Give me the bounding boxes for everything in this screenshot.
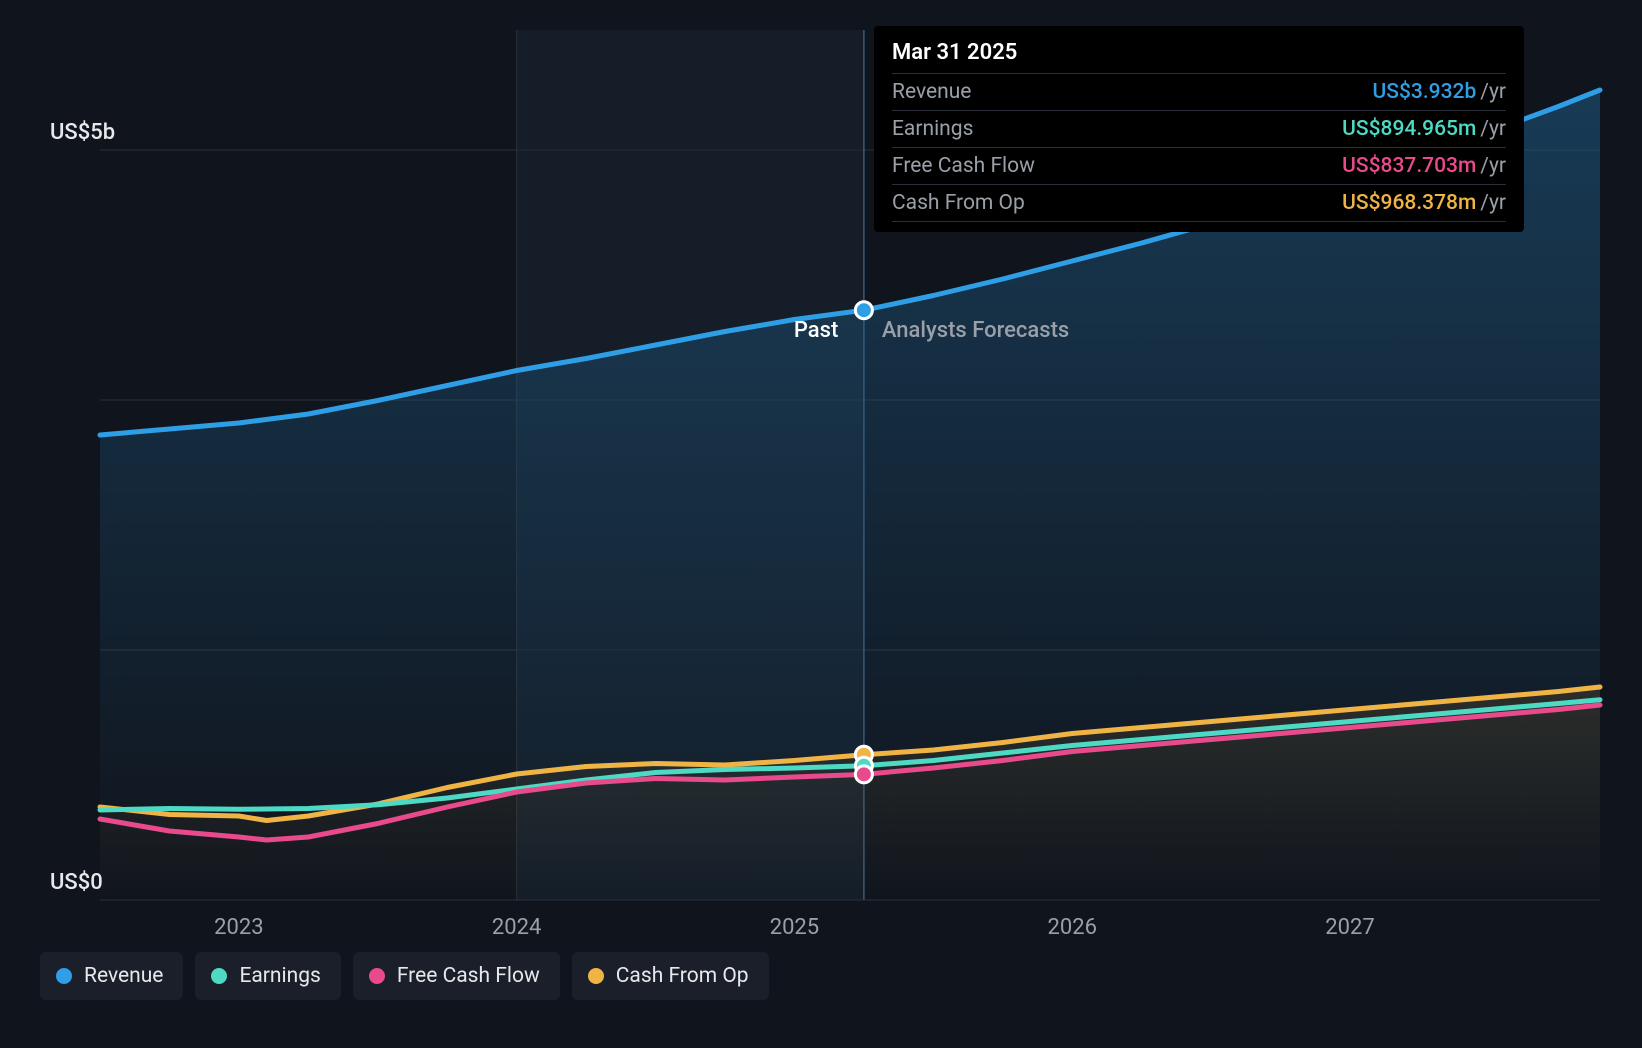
- tooltip-row-name: Cash From Op: [892, 191, 1025, 215]
- tooltip-row: Free Cash Flow US$837.703m/yr: [892, 147, 1506, 184]
- legend-label: Earnings: [239, 964, 320, 988]
- tooltip-row-value-wrap: US$3.932b/yr: [1373, 80, 1507, 104]
- marker-revenue: [855, 302, 872, 319]
- tooltip-row-value: US$894.965m: [1342, 117, 1476, 141]
- marker-free_cash_flow: [855, 766, 872, 783]
- x-tick-label: 2025: [770, 915, 819, 940]
- tooltip-row-unit: /yr: [1480, 191, 1506, 215]
- legend-item-free_cash_flow[interactable]: Free Cash Flow: [353, 952, 560, 1000]
- tooltip-row-value: US$3.932b: [1373, 80, 1477, 104]
- section-label-past: Past: [794, 318, 838, 343]
- tooltip-row: Earnings US$894.965m/yr: [892, 110, 1506, 147]
- legend-dot-icon: [369, 968, 385, 984]
- tooltip-row-value-wrap: US$837.703m/yr: [1342, 154, 1506, 178]
- legend-item-earnings[interactable]: Earnings: [195, 952, 340, 1000]
- tooltip-row-name: Earnings: [892, 117, 973, 141]
- legend-label: Free Cash Flow: [397, 964, 540, 988]
- x-tick-label: 2023: [214, 915, 263, 940]
- y-tick-label: US$0: [50, 870, 103, 895]
- tooltip-row-name: Free Cash Flow: [892, 154, 1035, 178]
- legend-label: Cash From Op: [616, 964, 749, 988]
- tooltip-row: Cash From Op US$968.378m/yr: [892, 184, 1506, 222]
- tooltip-row-value: US$837.703m: [1342, 154, 1476, 178]
- tooltip-row-value-wrap: US$894.965m/yr: [1342, 117, 1506, 141]
- tooltip-row-value-wrap: US$968.378m/yr: [1342, 191, 1506, 215]
- x-tick-label: 2027: [1325, 915, 1374, 940]
- section-label-forecast: Analysts Forecasts: [882, 318, 1069, 343]
- legend-dot-icon: [211, 968, 227, 984]
- tooltip-row-unit: /yr: [1480, 80, 1506, 104]
- tooltip-row-name: Revenue: [892, 80, 971, 104]
- chart-tooltip: Mar 31 2025 Revenue US$3.932b/yr Earnings U…: [874, 26, 1524, 232]
- tooltip-row-value: US$968.378m: [1342, 191, 1476, 215]
- tooltip-row-unit: /yr: [1480, 117, 1506, 141]
- legend-item-cash_from_op[interactable]: Cash From Op: [572, 952, 769, 1000]
- tooltip-title: Mar 31 2025: [892, 40, 1506, 65]
- chart-legend: Revenue Earnings Free Cash Flow Cash From O…: [40, 952, 769, 1000]
- y-tick-label: US$5b: [50, 120, 115, 145]
- legend-item-revenue[interactable]: Revenue: [40, 952, 183, 1000]
- tooltip-row-unit: /yr: [1480, 154, 1506, 178]
- legend-label: Revenue: [84, 964, 163, 988]
- x-tick-label: 2024: [492, 915, 541, 940]
- legend-dot-icon: [56, 968, 72, 984]
- legend-dot-icon: [588, 968, 604, 984]
- x-tick-label: 2026: [1047, 915, 1096, 940]
- tooltip-row: Revenue US$3.932b/yr: [892, 73, 1506, 110]
